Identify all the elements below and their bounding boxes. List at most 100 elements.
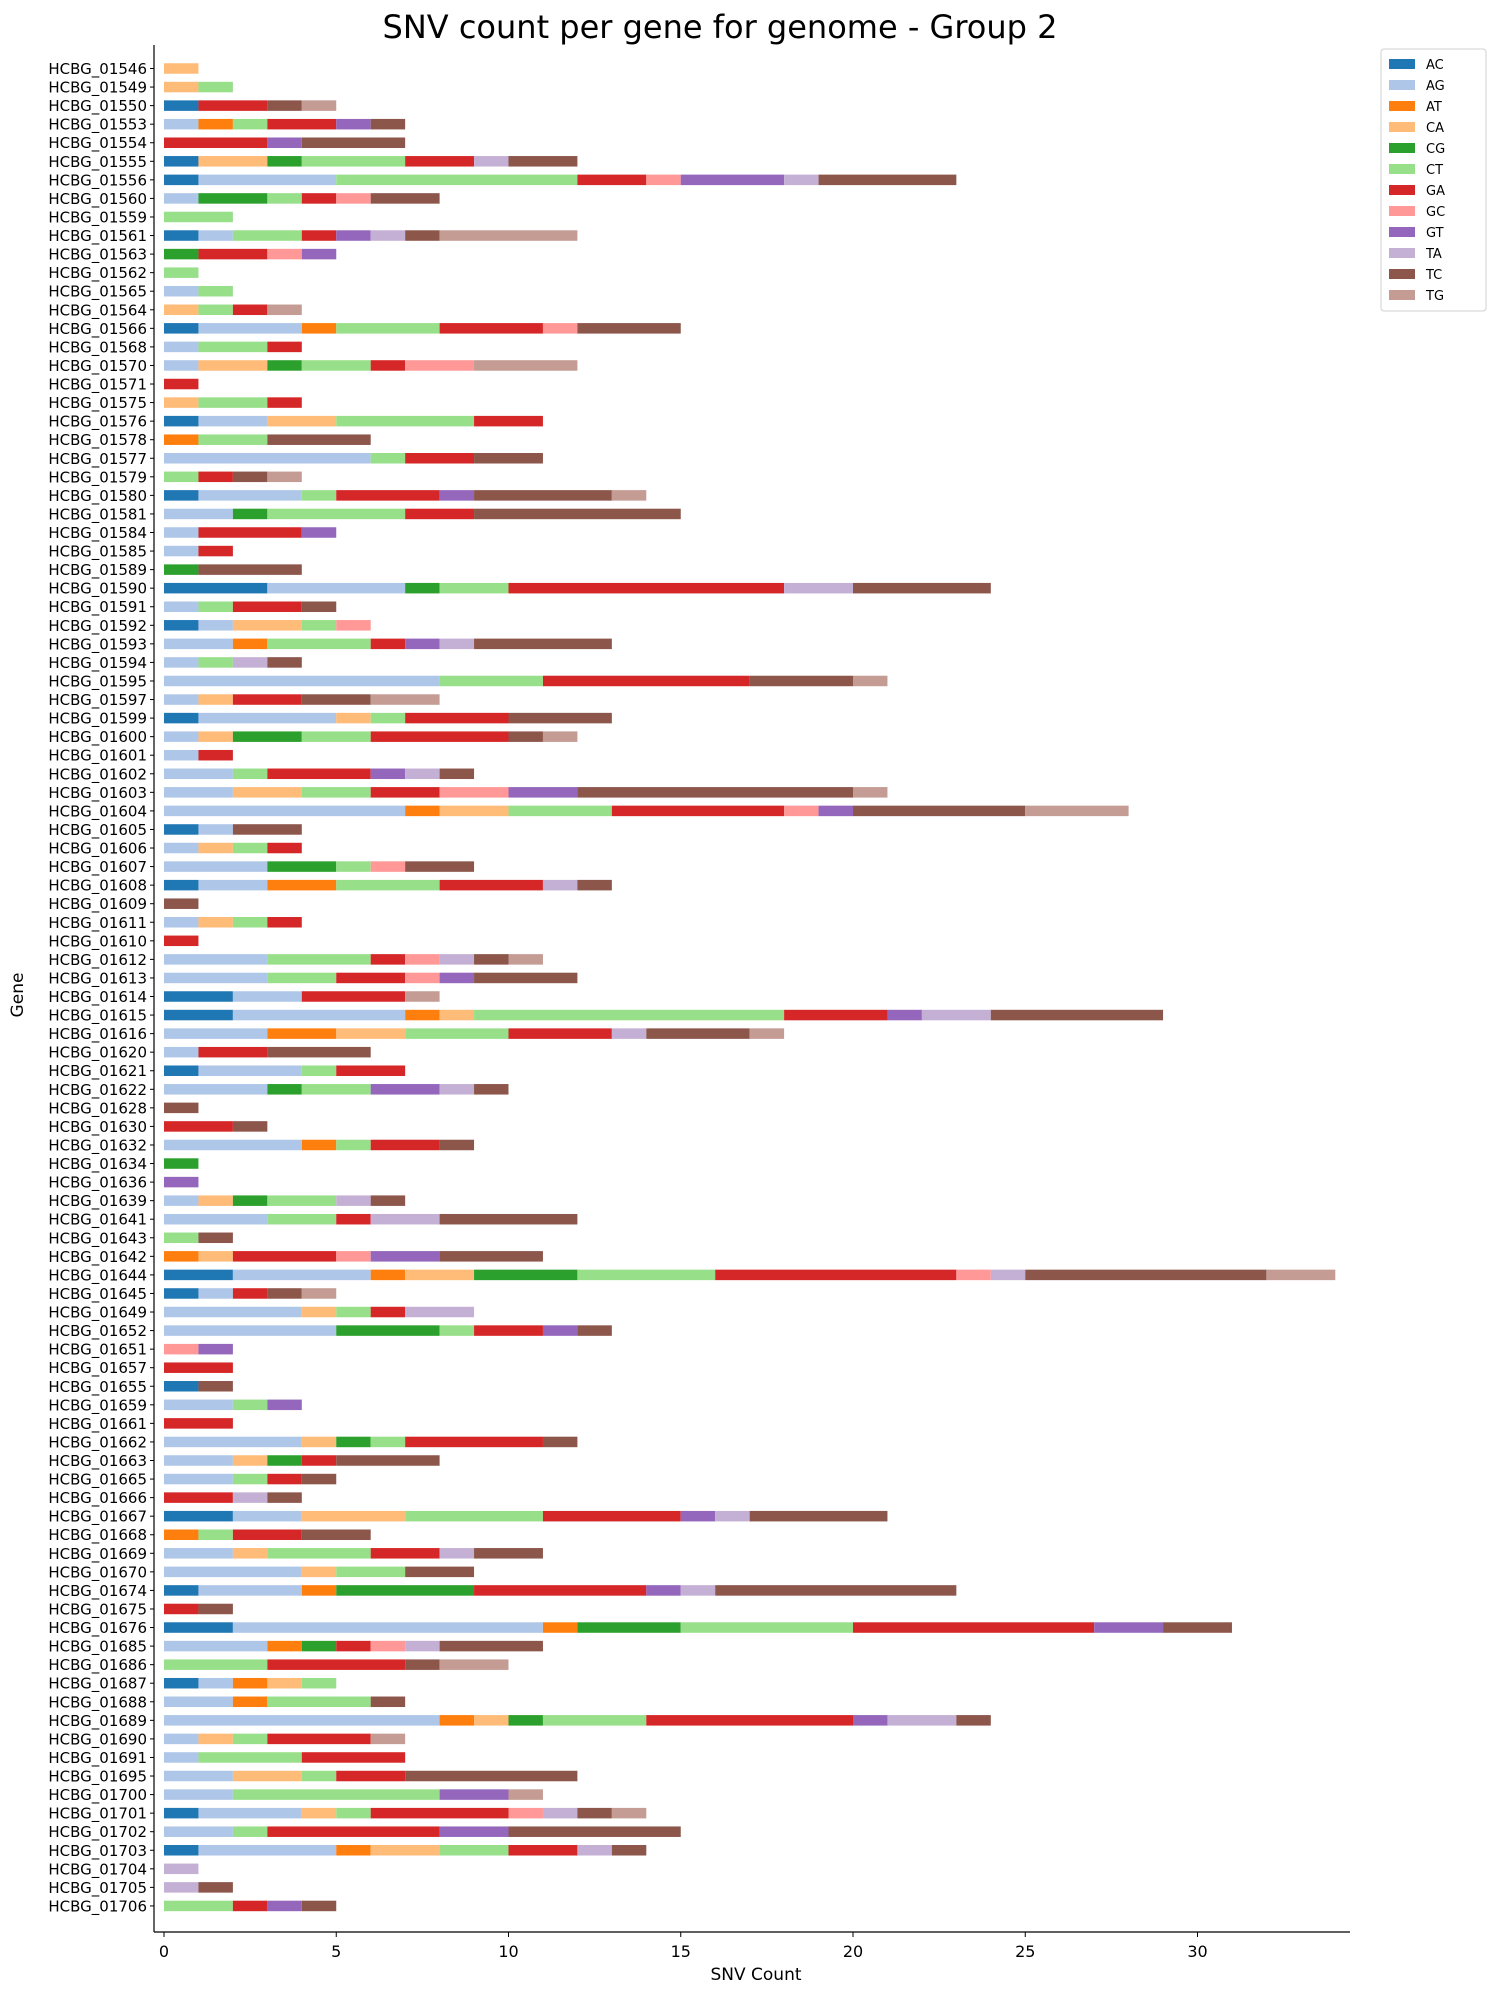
bar-segment-tc (439, 768, 475, 780)
gene-label: HCBG_01559 (48, 208, 147, 227)
bar-segment-cg (164, 564, 199, 575)
bar-segment-gt (267, 137, 302, 148)
bar-segment-ac (164, 1677, 199, 1689)
bar-segment-ta (474, 156, 509, 167)
bar-segment-ga (164, 137, 268, 148)
bar-segment-tc (198, 1381, 233, 1392)
bar-segment-ag (164, 1826, 233, 1837)
bar-segment-ag (164, 545, 199, 557)
gene-label: HCBG_01575 (48, 394, 147, 413)
bar-segment-gt (680, 1510, 716, 1522)
bar-segment-tg (611, 490, 647, 501)
bar-segment-gc (370, 1640, 406, 1652)
bar-segment-ga (784, 1009, 888, 1021)
bar-segment-ta (370, 1213, 440, 1225)
bar-segment-ga (370, 954, 406, 965)
bar-segment-cg (336, 1325, 440, 1336)
legend-label-cg: CG (1426, 142, 1445, 157)
bar-segment-tc (474, 1084, 509, 1095)
bar-segment-ca (336, 1028, 406, 1039)
gene-label: HCBG_01652 (48, 1322, 147, 1341)
bar-segment-at (301, 323, 337, 334)
bar-segment-ga (542, 675, 750, 687)
bar-segment-tc (301, 137, 406, 148)
bar-segment-ag (164, 1139, 302, 1151)
gene-label: HCBG_01555 (48, 153, 147, 172)
bar-segment-at (164, 1529, 199, 1540)
bar-segment-at (232, 638, 268, 650)
bar-segment-tg (370, 694, 440, 705)
bar-segment-gc (336, 193, 371, 204)
bar-segment-gc (646, 174, 681, 186)
bar-segment-ct (336, 1807, 371, 1819)
bar-segment-ga (232, 601, 302, 612)
bar-segment-at (267, 1028, 337, 1039)
bar-segment-ag (164, 768, 233, 780)
x-tick-label: 10 (498, 1942, 518, 1961)
bar-segment-tc (232, 824, 302, 835)
bar-segment-cg (232, 731, 302, 742)
bar-segment-ct (198, 601, 233, 612)
bar-segment-tc (405, 1770, 578, 1782)
x-tick-label: 15 (671, 1942, 691, 1961)
bar-segment-at (336, 1845, 371, 1856)
gene-label: HCBG_01609 (48, 895, 147, 914)
bar-segment-ac (164, 1065, 199, 1076)
bar-segment-tc (646, 1028, 750, 1039)
bar-segment-ga (232, 694, 302, 705)
bar-segment-tc (232, 1121, 268, 1132)
bar-segment-ga (439, 879, 543, 891)
bar-segment-ca (301, 1807, 337, 1819)
bar-segment-tc (508, 1826, 681, 1837)
bar-segment-gt (853, 1715, 888, 1726)
bar-segment-ct (267, 638, 371, 650)
gene-label: HCBG_01589 (48, 561, 147, 580)
bar-segment-ag (198, 824, 233, 835)
bar-segment-ct (336, 415, 475, 427)
legend-label-tc: TC (1425, 268, 1442, 283)
bar-segment-tc (198, 564, 302, 575)
bar-segment-gc (267, 248, 302, 260)
bar-segment-ct (267, 972, 337, 984)
bar-segment-ct (232, 1826, 268, 1837)
gene-label: HCBG_01705 (48, 1879, 147, 1898)
bar-segment-ct (232, 118, 268, 130)
bar-segment-tg (853, 675, 888, 687)
bar-segment-ga (370, 1807, 509, 1819)
bar-segment-tg (439, 1659, 509, 1670)
bar-segment-ca (301, 1566, 337, 1578)
bar-segment-ct (508, 805, 612, 817)
gene-label: HCBG_01613 (48, 969, 147, 988)
bar-segment-ct (336, 1566, 406, 1578)
bar-segment-ct (232, 1789, 440, 1800)
bar-segment-tc (439, 1213, 578, 1225)
bar-segment-tc (474, 638, 612, 650)
legend-label-tg: TG (1425, 289, 1444, 304)
bar-segment-gc (508, 1807, 543, 1819)
bar-segment-gt (1094, 1622, 1164, 1633)
bar-segment-ga (853, 1622, 1095, 1633)
bar-segment-ca (336, 712, 371, 724)
bar-segment-ac (164, 582, 268, 594)
bar-segment-ct (267, 1696, 371, 1708)
bar-segment-ga (301, 1455, 337, 1466)
bar-segment-ag (164, 861, 268, 872)
bar-segment-ac (164, 174, 199, 186)
bar-segment-tc (474, 954, 509, 965)
bar-segment-ca (198, 1195, 233, 1206)
x-tick-label: 30 (1187, 1942, 1207, 1961)
bar-segment-cg (405, 582, 440, 594)
bar-segment-ag (164, 657, 199, 668)
bar-segment-ag (164, 1325, 337, 1336)
bar-segment-ca (301, 1306, 337, 1318)
gene-label: HCBG_01593 (48, 635, 147, 654)
bar-segment-tc (508, 156, 578, 167)
bar-segment-cg (336, 1436, 371, 1448)
gene-label: HCBG_01657 (48, 1359, 147, 1378)
bar-segment-gt (267, 1399, 302, 1411)
bar-segment-tg (439, 230, 578, 241)
bar-segment-ag (164, 694, 199, 705)
bar-segment-ag (198, 415, 268, 427)
bar-segment-ga (267, 118, 337, 130)
bar-segment-tc (164, 1102, 199, 1114)
